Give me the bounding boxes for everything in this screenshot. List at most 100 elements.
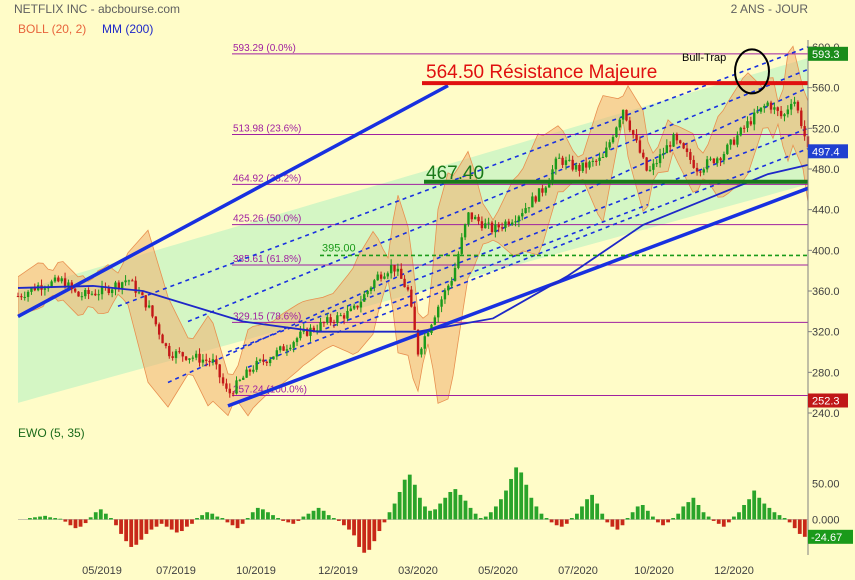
ewo-bar — [554, 519, 559, 526]
candle-body — [16, 296, 20, 298]
x-tick-label: 10/2019 — [236, 565, 276, 577]
ewo-bar — [802, 519, 807, 537]
x-tick-label: 10/2020 — [634, 565, 674, 577]
ewo-bar — [488, 512, 493, 520]
candle-body — [756, 111, 759, 113]
ewo-bar — [301, 516, 306, 520]
candle-body — [20, 296, 23, 298]
candle-body — [692, 159, 695, 168]
candle-body — [571, 159, 574, 170]
ewo-bar — [468, 507, 473, 520]
candle-body — [769, 102, 773, 110]
candle-body — [789, 103, 793, 110]
candle-body — [389, 265, 393, 274]
ewo-bar — [737, 512, 741, 520]
candle-body — [248, 369, 252, 372]
ewo-bar — [519, 472, 524, 520]
candle-body — [356, 305, 359, 308]
candle-body — [561, 157, 564, 165]
candle-body — [225, 383, 228, 389]
candle-body — [544, 187, 547, 193]
ewo-bar — [179, 519, 184, 532]
ewo-bar — [119, 519, 123, 534]
candle-body — [33, 287, 37, 291]
y-tick-label: 560.0 — [812, 83, 840, 95]
ewo-bar — [701, 512, 706, 520]
y-tick-label: 240.0 — [812, 408, 840, 420]
ewo-bar — [321, 510, 326, 520]
candle-body — [305, 328, 309, 336]
candle-body — [759, 107, 763, 112]
candle-body — [437, 306, 440, 318]
candle-body — [695, 167, 699, 172]
candle-body — [702, 169, 705, 173]
candle-body — [416, 329, 420, 355]
ewo-bar — [336, 519, 341, 521]
candle-body — [238, 379, 242, 381]
candle-body — [689, 152, 692, 160]
candle-body — [618, 119, 621, 128]
candle-body — [608, 142, 611, 148]
candle-body — [268, 359, 272, 364]
candle-body — [221, 377, 225, 384]
candlesticks — [16, 96, 810, 398]
candle-body — [685, 148, 689, 153]
candle-body — [201, 359, 205, 363]
ewo-bar — [387, 512, 392, 520]
ewo-bar — [407, 474, 412, 520]
candle-body — [157, 324, 161, 335]
fib-label: 464.92 (38.2%) — [233, 173, 301, 184]
candle-body — [457, 253, 460, 268]
ewo-bar — [666, 519, 670, 523]
candle-body — [568, 159, 571, 161]
candle-body — [490, 222, 494, 233]
ewo-bar — [721, 519, 726, 527]
ewo-bar — [78, 519, 83, 527]
candle-body — [766, 102, 769, 106]
candle-body — [487, 222, 490, 224]
ewo-bar — [210, 513, 215, 520]
candle-body — [420, 348, 423, 355]
ewo-bar — [63, 519, 68, 522]
ewo-bar — [235, 519, 240, 529]
candle-body — [447, 285, 450, 291]
candle-body — [114, 282, 117, 290]
ewo-bar — [159, 519, 164, 524]
ewo-histogram: 50.00 0.000 -24.67 — [18, 467, 853, 553]
ewo-bar — [306, 513, 311, 520]
price-tag-box — [808, 46, 848, 61]
candle-body — [285, 349, 289, 351]
ewo-bar — [185, 519, 189, 527]
ewo-bar — [630, 512, 635, 520]
ewo-bar — [438, 503, 443, 520]
ewo-bar — [423, 506, 427, 520]
candle-body — [665, 145, 669, 154]
ewo-bar — [38, 516, 42, 520]
candle-body — [373, 280, 376, 288]
candle-body — [588, 161, 591, 168]
candle-body — [141, 292, 144, 296]
candle-body — [803, 126, 806, 137]
candle-body — [595, 160, 598, 162]
ewo-bar — [412, 484, 417, 520]
bull-trap-label: Bull-Trap — [682, 52, 726, 64]
candle-body — [517, 216, 521, 222]
ewo-bar — [367, 519, 372, 550]
candle-body — [30, 287, 33, 292]
candle-body — [635, 134, 638, 141]
candle-body — [23, 296, 26, 298]
y-tick-label: 520.0 — [812, 123, 840, 135]
candle-body — [631, 130, 635, 135]
candle-body — [198, 353, 201, 363]
candle-body — [386, 273, 389, 277]
candle-body — [675, 134, 679, 141]
ewo-tick-label: 50.00 — [812, 478, 840, 490]
ewo-bar — [347, 519, 351, 530]
ewo-bar — [53, 518, 58, 520]
ewo-bar — [650, 516, 655, 520]
ewo-bar — [149, 519, 154, 530]
candle-body — [171, 356, 174, 358]
ewo-bar — [377, 519, 382, 532]
ewo-bar — [362, 519, 367, 553]
candle-body — [716, 158, 719, 164]
